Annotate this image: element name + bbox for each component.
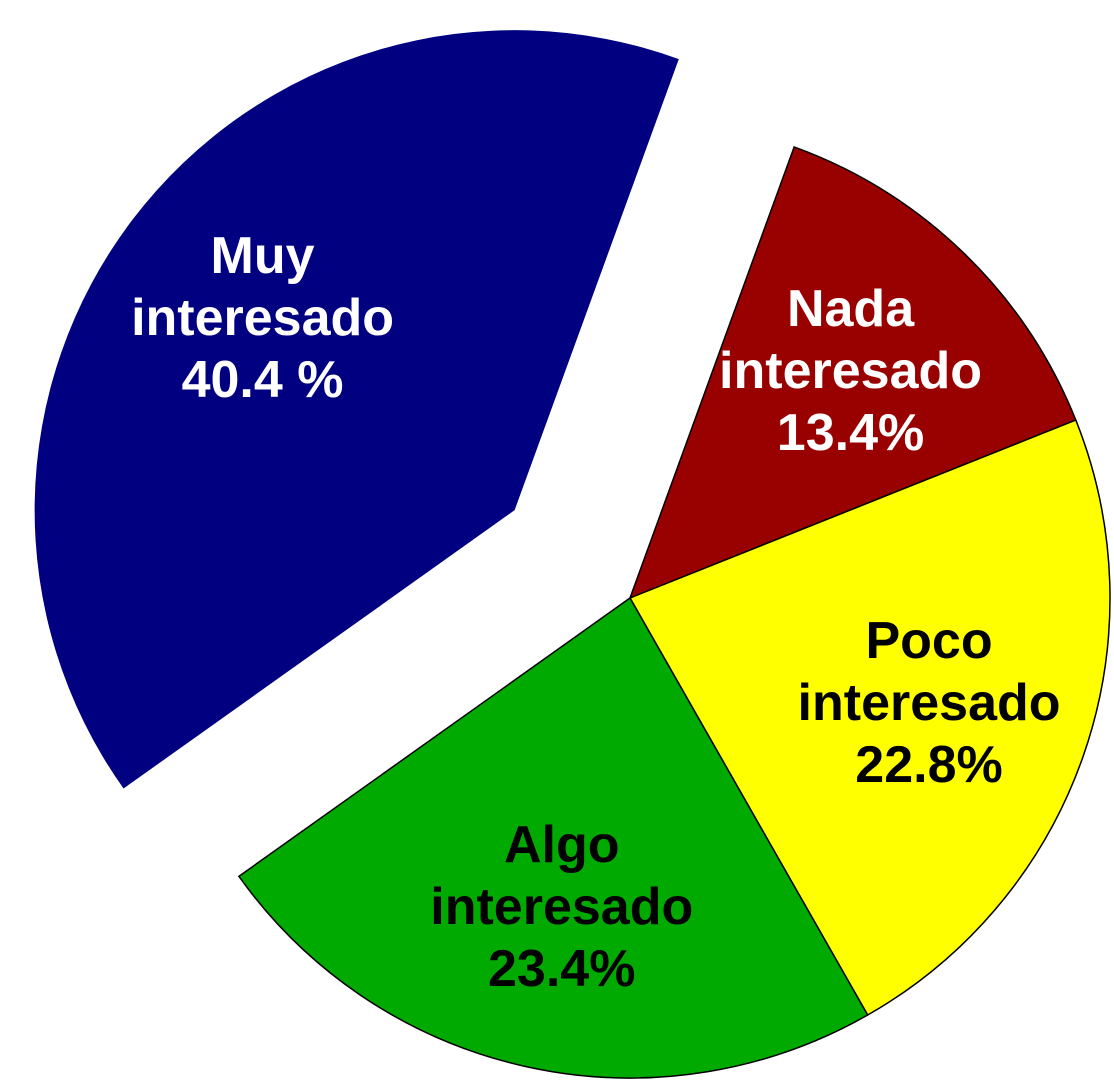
value-label: 13.4% [719, 402, 982, 464]
category-label: Poco interesado [798, 610, 1061, 734]
value-label: 22.8% [798, 734, 1061, 796]
page: Nada interesado13.4% Poco interesado22.8%… [0, 0, 1114, 1091]
value-label: 40.4 % [131, 349, 394, 411]
value-label: 23.4% [430, 938, 693, 1000]
category-label: Muy interesado [131, 225, 394, 349]
category-label: Algo interesado [430, 814, 693, 938]
category-label: Nada interesado [719, 278, 982, 402]
